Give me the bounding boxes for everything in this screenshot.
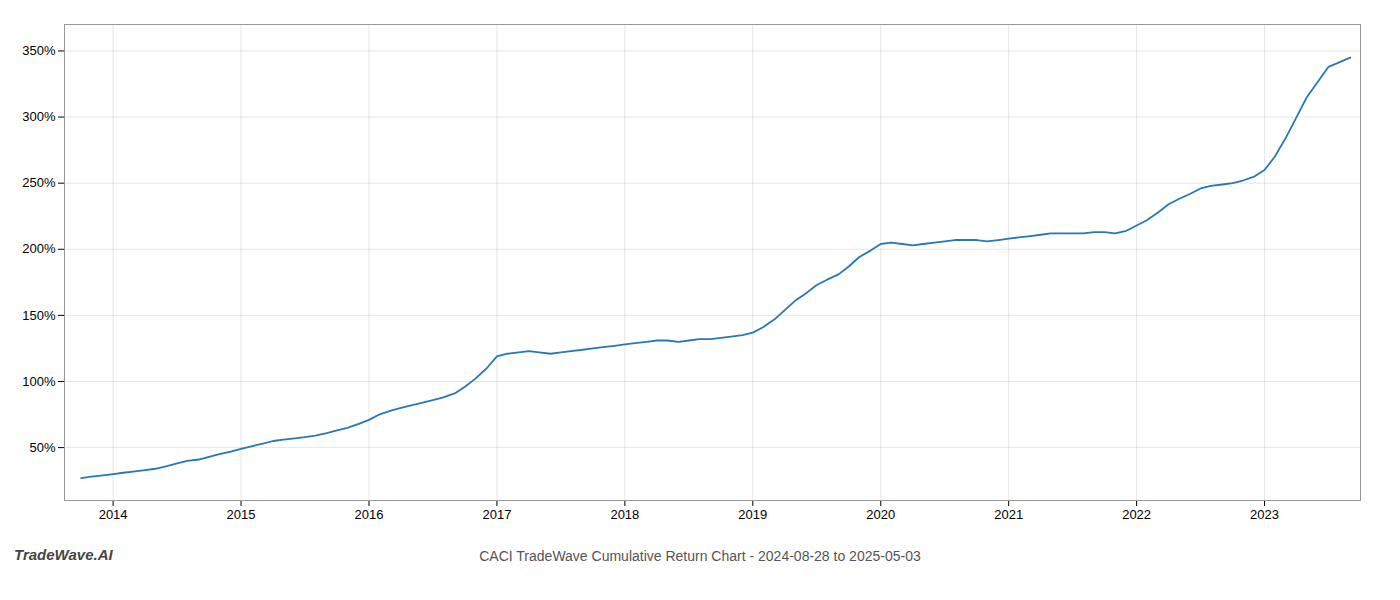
- html-text:CACI TradeWave Cumulative Retu: CACI TradeWave Cumulative Return Chart -…: [479, 548, 921, 564]
- svg-text:2019: 2019: [738, 507, 767, 522]
- svg-text:2015: 2015: [227, 507, 256, 522]
- svg-text:2014: 2014: [99, 507, 128, 522]
- svg-text:2021: 2021: [994, 507, 1023, 522]
- svg-text:2016: 2016: [355, 507, 384, 522]
- svg-text:50%: 50%: [29, 440, 55, 455]
- svg-text:250%: 250%: [22, 175, 56, 190]
- svg-text:200%: 200%: [22, 241, 56, 256]
- svg-text:2020: 2020: [866, 507, 895, 522]
- svg-text:350%: 350%: [22, 43, 56, 58]
- svg-text:2023: 2023: [1250, 507, 1279, 522]
- svg-text:2017: 2017: [482, 507, 511, 522]
- svg-text:2022: 2022: [1122, 507, 1151, 522]
- svg-text:150%: 150%: [22, 308, 56, 323]
- svg-text:2018: 2018: [610, 507, 639, 522]
- svg-text:300%: 300%: [22, 109, 56, 124]
- html-text:TradeWave.AI: TradeWave.AI: [14, 546, 113, 563]
- svg-text:100%: 100%: [22, 374, 56, 389]
